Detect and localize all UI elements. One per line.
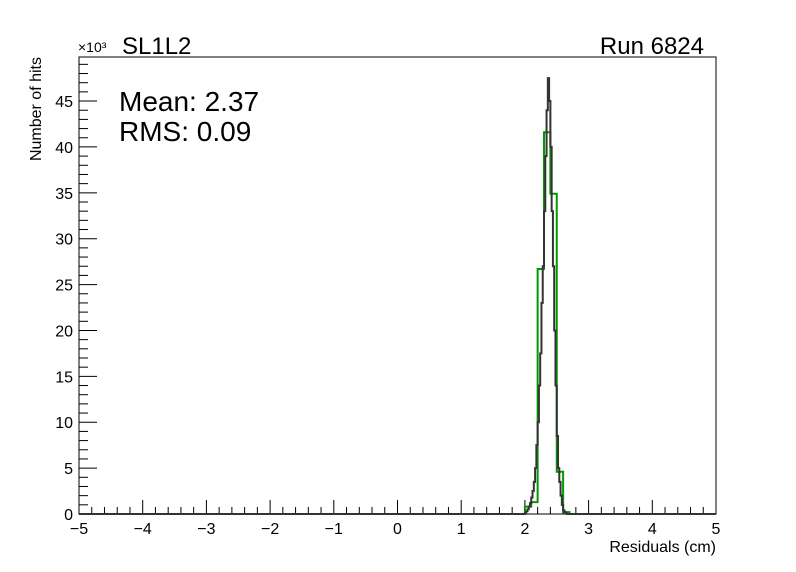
y-tick-label: 40: [55, 140, 73, 157]
x-tick-label: 4: [648, 521, 657, 538]
x-tick-label: 2: [520, 521, 529, 538]
x-tick-label: −1: [325, 521, 343, 538]
y-tick-label: 30: [55, 232, 73, 249]
x-tick-label: 1: [457, 521, 466, 538]
y-tick-label: 5: [64, 461, 73, 478]
y-multiplier: ×10³: [78, 39, 107, 55]
y-tick-label: 20: [55, 323, 73, 340]
x-tick-label: −2: [261, 521, 279, 538]
y-tick-label: 10: [55, 415, 73, 432]
x-tick-label: 5: [712, 521, 721, 538]
chart-title: SL1L2: [122, 33, 191, 60]
y-axis-label: Number of hits: [28, 57, 45, 161]
x-tick-label: −3: [197, 521, 215, 538]
x-tick-label: 0: [393, 521, 402, 538]
histogram-fine-line: [79, 77, 716, 515]
x-tick-label: −5: [70, 521, 88, 538]
stat-rms: RMS: 0.09: [119, 116, 251, 147]
y-tick-label: 0: [64, 507, 73, 524]
stat-mean: Mean: 2.37: [119, 86, 259, 117]
run-label: Run 6824: [600, 33, 704, 60]
x-tick-label: −4: [134, 521, 152, 538]
y-tick-label: 45: [55, 94, 73, 111]
y-tick-label: 25: [55, 278, 73, 295]
x-axis-label: Residuals (cm): [609, 539, 716, 556]
y-tick-label: 15: [55, 369, 73, 386]
y-tick-label: 35: [55, 186, 73, 203]
histogram-coarse-line: [79, 131, 716, 515]
x-tick-label: 3: [584, 521, 593, 538]
